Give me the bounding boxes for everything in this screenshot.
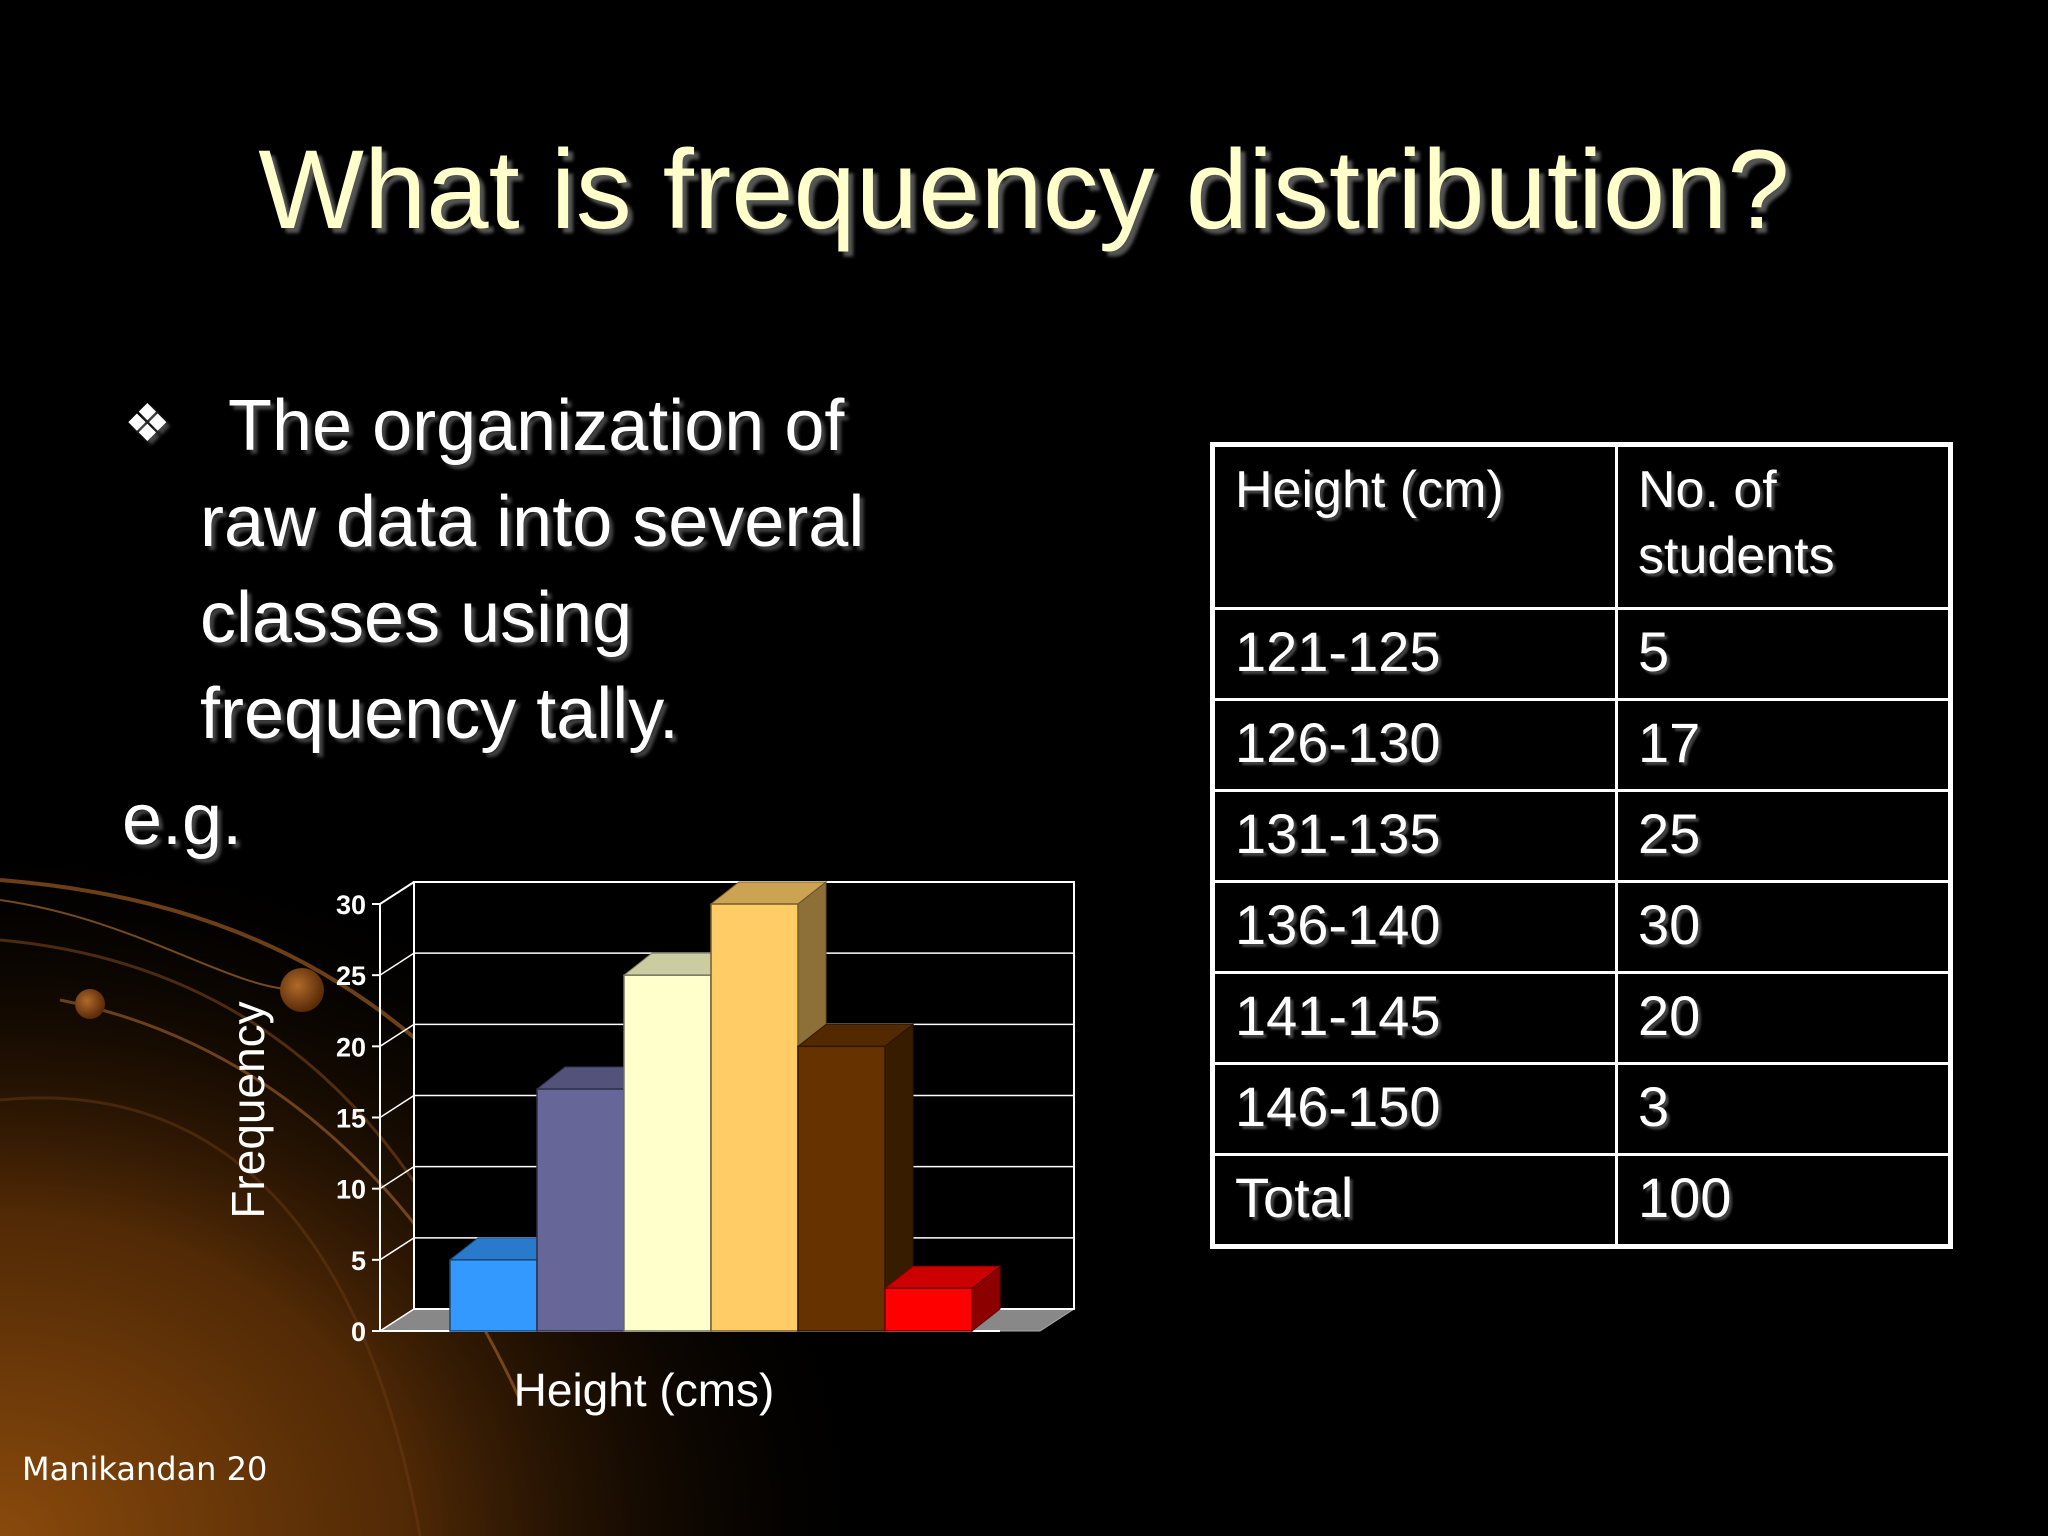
gridline [379,1094,415,1119]
bullet-line: The organization of [228,386,845,466]
bullet-line: frequency tally. [200,674,679,754]
orb-decoration [75,989,105,1019]
chart-bars [448,880,1002,1333]
table-cell: 17 [1615,698,1952,792]
table-cell: 20 [1615,971,1952,1065]
bar-126-130 [536,1088,625,1332]
table-cell: 30 [1615,880,1952,974]
table-header-cell: Height (cm) [1211,443,1618,610]
y-tick-label: 30 [336,890,366,920]
gridline [379,1166,415,1190]
y-tick-label: 5 [351,1246,366,1276]
bar-141-145 [797,1045,886,1332]
table-cell: 121-125 [1211,607,1618,701]
bullet-diamond-icon: ❖ [124,395,171,453]
table-row: 146-150 3 [1211,1062,1952,1156]
table-cell: 141-145 [1211,971,1618,1065]
gridline [379,1023,415,1047]
table-cell: 131-135 [1211,789,1618,883]
bullet-line: classes using [200,578,633,658]
table-header-cell: No. of students [1615,443,1952,610]
y-tick-label: 15 [336,1104,366,1134]
bar-146-150 [884,1287,973,1332]
table-cell: 5 [1615,607,1952,701]
table-cell: 25 [1615,789,1952,883]
y-tick-label: 20 [336,1032,366,1062]
table-row: 121-125 5 [1211,607,1952,701]
gridline [379,1237,415,1261]
y-axis-label: Frequency [222,1001,274,1218]
footer-text: Manikandan 20 [22,1450,268,1488]
table-row: 131-135 25 [1211,789,1952,883]
bar-121-125 [449,1259,538,1332]
x-axis-label: Height (cms) [514,1364,775,1416]
example-label: e.g. [122,780,243,860]
orb-decoration [280,968,324,1012]
table-cell: 146-150 [1211,1062,1618,1156]
slide-title: What is frequency distribution? [258,127,1790,252]
bar-131-135 [623,974,712,1332]
y-tick-label: 0 [351,1317,366,1347]
gridline [379,881,415,905]
gridline [379,952,415,976]
table-row-total: Total 100 [1211,1153,1952,1248]
bullet-line: raw data into several [200,482,865,562]
frequency-table: Height (cm) No. of students 121-125 5 12… [1210,442,1953,1249]
table-cell: 100 [1615,1153,1952,1248]
bar-136-140 [710,903,799,1332]
table-header-row: Height (cm) No. of students [1211,443,1952,610]
table-row: 141-145 20 [1211,971,1952,1065]
table-cell: Total [1211,1153,1618,1248]
table-row: 136-140 30 [1211,880,1952,974]
y-tick-label: 10 [336,1175,366,1205]
table-cell: 136-140 [1211,880,1618,974]
y-tick-label: 25 [336,961,366,991]
gridline [379,1308,415,1332]
table-cell: 126-130 [1211,698,1618,792]
table-cell: 3 [1615,1062,1952,1156]
chart-tick-labels: 0 5 10 15 20 25 30 [336,890,366,1347]
table-row: 126-130 17 [1211,698,1952,792]
